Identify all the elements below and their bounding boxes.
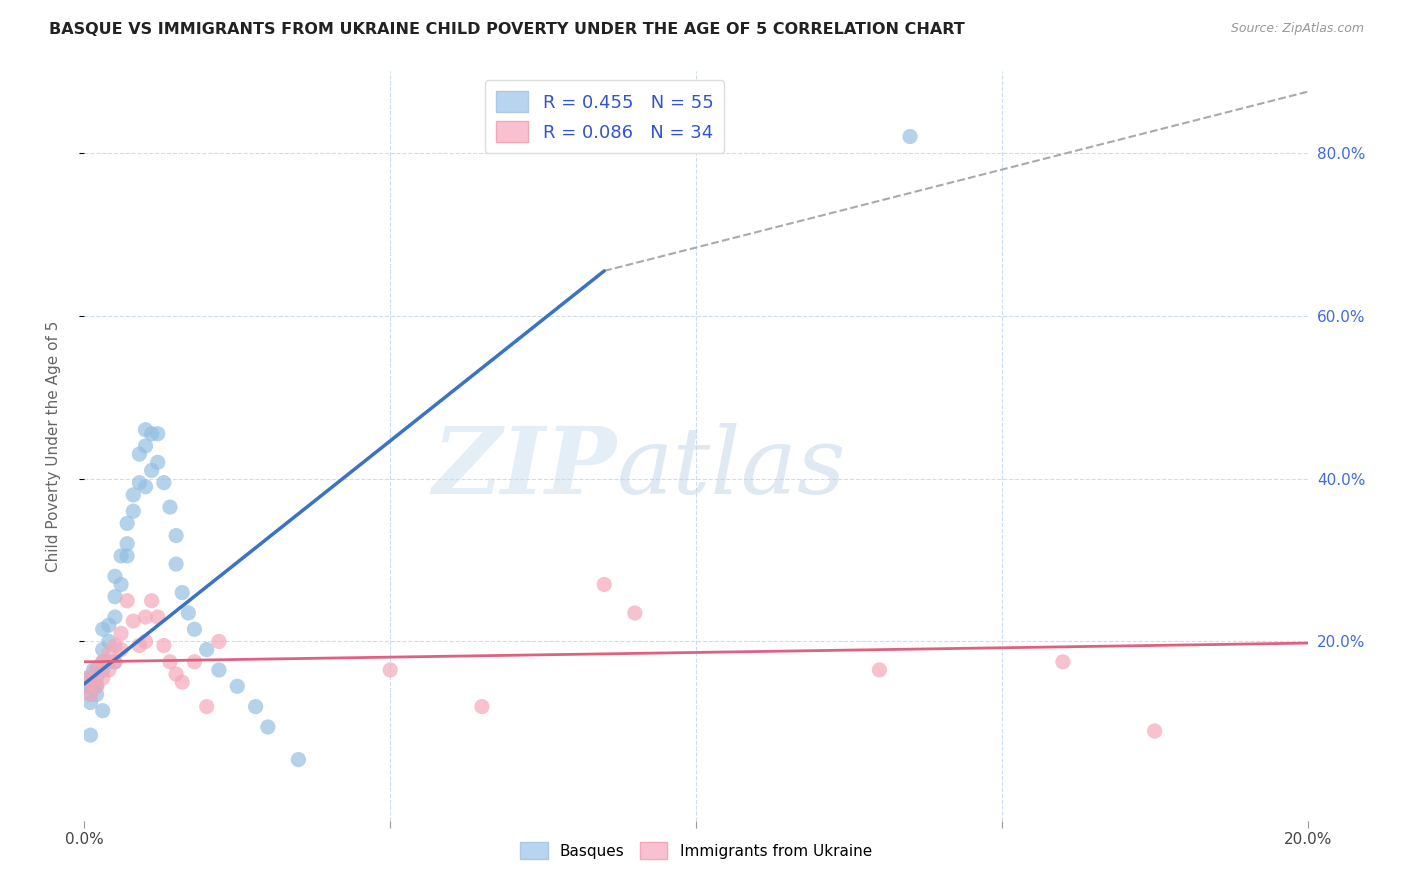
Point xyxy=(91,671,114,685)
Point xyxy=(183,655,205,669)
Point xyxy=(115,516,138,531)
Point xyxy=(135,480,157,494)
Point xyxy=(91,655,114,669)
Point xyxy=(79,675,101,690)
Point xyxy=(141,463,163,477)
Point xyxy=(122,488,145,502)
Point xyxy=(91,655,114,669)
Point xyxy=(593,577,616,591)
Text: atlas: atlas xyxy=(616,424,846,514)
Point xyxy=(104,610,127,624)
Point xyxy=(91,704,114,718)
Point xyxy=(115,537,138,551)
Point xyxy=(177,606,200,620)
Point xyxy=(135,610,157,624)
Point xyxy=(624,606,647,620)
Point xyxy=(135,634,157,648)
Point xyxy=(869,663,891,677)
Point xyxy=(141,593,163,607)
Point xyxy=(141,426,163,441)
Point xyxy=(83,679,105,693)
Point xyxy=(471,699,494,714)
Point xyxy=(91,622,114,636)
Point xyxy=(91,663,114,677)
Point xyxy=(86,671,108,685)
Point xyxy=(86,679,108,693)
Point xyxy=(79,679,101,693)
Point xyxy=(110,642,132,657)
Point xyxy=(122,504,145,518)
Point xyxy=(76,671,98,685)
Point xyxy=(195,642,218,657)
Point xyxy=(76,671,98,685)
Y-axis label: Child Poverty Under the Age of 5: Child Poverty Under the Age of 5 xyxy=(46,320,60,572)
Point xyxy=(110,626,132,640)
Point xyxy=(104,639,127,653)
Point xyxy=(76,679,98,693)
Point xyxy=(104,590,127,604)
Point xyxy=(1052,655,1074,669)
Point xyxy=(146,426,169,441)
Point xyxy=(172,675,194,690)
Point xyxy=(159,655,181,669)
Point xyxy=(128,475,150,490)
Point xyxy=(153,639,176,653)
Point xyxy=(86,663,108,677)
Point xyxy=(79,696,101,710)
Point xyxy=(135,439,157,453)
Point xyxy=(110,549,132,563)
Point xyxy=(122,614,145,628)
Point xyxy=(104,569,127,583)
Point xyxy=(135,423,157,437)
Point xyxy=(115,549,138,563)
Point xyxy=(159,500,181,514)
Point xyxy=(79,687,101,701)
Point xyxy=(79,671,101,685)
Point xyxy=(898,129,921,144)
Point xyxy=(128,639,150,653)
Point xyxy=(110,577,132,591)
Point xyxy=(115,593,138,607)
Point xyxy=(97,618,120,632)
Point xyxy=(165,528,187,542)
Point xyxy=(86,679,108,693)
Point xyxy=(97,663,120,677)
Point xyxy=(128,447,150,461)
Text: ZIP: ZIP xyxy=(432,424,616,514)
Point xyxy=(97,647,120,661)
Point xyxy=(287,753,309,767)
Point xyxy=(86,663,108,677)
Text: Source: ZipAtlas.com: Source: ZipAtlas.com xyxy=(1230,22,1364,36)
Point xyxy=(104,655,127,669)
Point xyxy=(380,663,402,677)
Point xyxy=(79,687,101,701)
Point xyxy=(153,475,176,490)
Point xyxy=(165,667,187,681)
Point xyxy=(165,557,187,571)
Point xyxy=(195,699,218,714)
Point xyxy=(91,642,114,657)
Point xyxy=(208,634,231,648)
Point xyxy=(146,610,169,624)
Point xyxy=(79,728,101,742)
Point xyxy=(183,622,205,636)
Point xyxy=(226,679,249,693)
Point xyxy=(86,687,108,701)
Text: BASQUE VS IMMIGRANTS FROM UKRAINE CHILD POVERTY UNDER THE AGE OF 5 CORRELATION C: BASQUE VS IMMIGRANTS FROM UKRAINE CHILD … xyxy=(49,22,965,37)
Point xyxy=(104,655,127,669)
Point xyxy=(83,663,105,677)
Point xyxy=(97,634,120,648)
Point xyxy=(257,720,280,734)
Point xyxy=(146,455,169,469)
Point xyxy=(208,663,231,677)
Point xyxy=(97,655,120,669)
Point xyxy=(1143,724,1166,739)
Point xyxy=(172,585,194,599)
Legend: Basques, Immigrants from Ukraine: Basques, Immigrants from Ukraine xyxy=(515,836,877,865)
Point xyxy=(245,699,267,714)
